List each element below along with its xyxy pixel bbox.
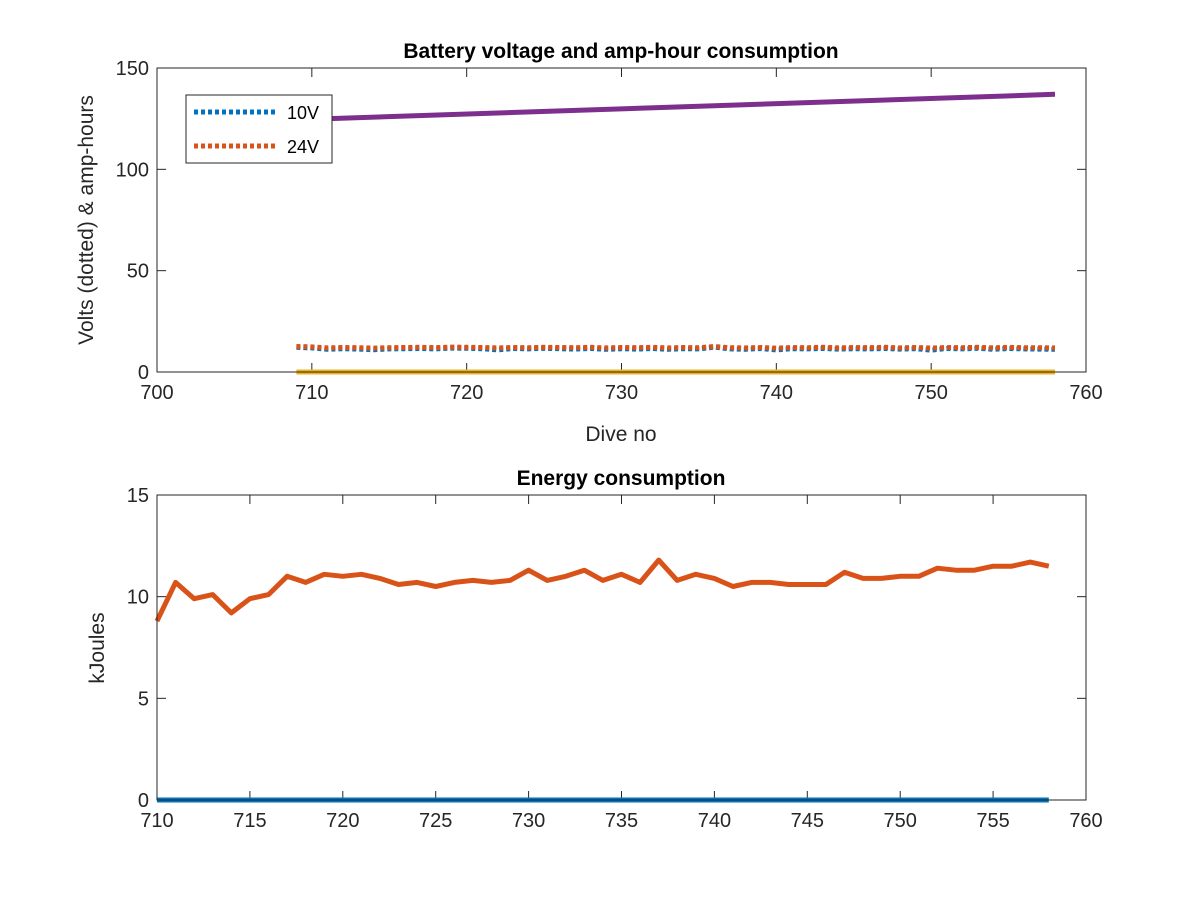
bottom-plot-area [154, 557, 1050, 803]
top-x-axis-label: Dive no [585, 423, 656, 446]
top-x-tick-label: 710 [295, 382, 328, 404]
legend-label-24v: 24V [287, 137, 319, 157]
top-axes-box [156, 67, 1087, 373]
bottom-series-line-2 [154, 557, 1050, 623]
bottom-x-tick-label: 735 [605, 810, 638, 832]
top-x-tick-label: 700 [140, 382, 173, 404]
bottom-y-tick-label: 15 [127, 485, 149, 507]
bottom-chart-title: Energy consumption [517, 467, 726, 490]
top-x-tick-label: 740 [760, 382, 793, 404]
bottom-y-tick-label: 0 [138, 790, 149, 812]
top-axes: Battery voltage and amp-hour consumption… [75, 40, 1103, 446]
bottom-y-tick-label: 10 [127, 587, 149, 609]
top-series-line-4 [296, 91, 1056, 123]
legend-box [185, 94, 333, 164]
top-y-tick-label: 100 [116, 159, 149, 181]
top-y-tick-label: 150 [116, 58, 149, 80]
top-x-tick-label: 760 [1069, 382, 1102, 404]
legend-label-10v: 10V [287, 103, 319, 123]
bottom-x-tick-label: 710 [140, 810, 173, 832]
bottom-y-axis-label: kJoules [86, 612, 109, 683]
top-plot-area [296, 91, 1056, 375]
top-y-tick-label: 0 [138, 362, 149, 384]
bottom-x-tick-label: 760 [1069, 810, 1102, 832]
bottom-x-tick-label: 725 [419, 810, 452, 832]
bottom-x-tick-label: 755 [976, 810, 1009, 832]
top-series-24v [296, 344, 1056, 351]
bottom-x-tick-label: 740 [698, 810, 731, 832]
bottom-x-tick-label: 745 [791, 810, 824, 832]
top-x-tick-label: 730 [605, 382, 638, 404]
bottom-x-tick-label: 750 [884, 810, 917, 832]
bottom-axes-box [156, 494, 1087, 801]
bottom-x-tick-label: 715 [233, 810, 266, 832]
bottom-axes: Energy consumption kJoules 710 715 720 725 7… [86, 467, 1103, 832]
bottom-axis-ticks: 710 715 720 725 730 735 740 745 750 755 760 0 5 10 15 [127, 485, 1103, 832]
top-chart-title: Battery voltage and amp-hour consumption [403, 40, 838, 63]
top-legend: 10V 24V [185, 94, 333, 164]
top-y-axis-label: Volts (dotted) & amp-hours [75, 95, 98, 345]
bottom-x-tick-label: 720 [326, 810, 359, 832]
top-x-tick-label: 750 [914, 382, 947, 404]
top-x-tick-label: 720 [450, 382, 483, 404]
top-y-tick-label: 50 [127, 261, 149, 283]
bottom-x-tick-label: 730 [512, 810, 545, 832]
top-axis-ticks: 700 710 720 730 740 750 760 0 50 100 150 [116, 58, 1103, 404]
bottom-y-tick-label: 5 [138, 688, 149, 710]
